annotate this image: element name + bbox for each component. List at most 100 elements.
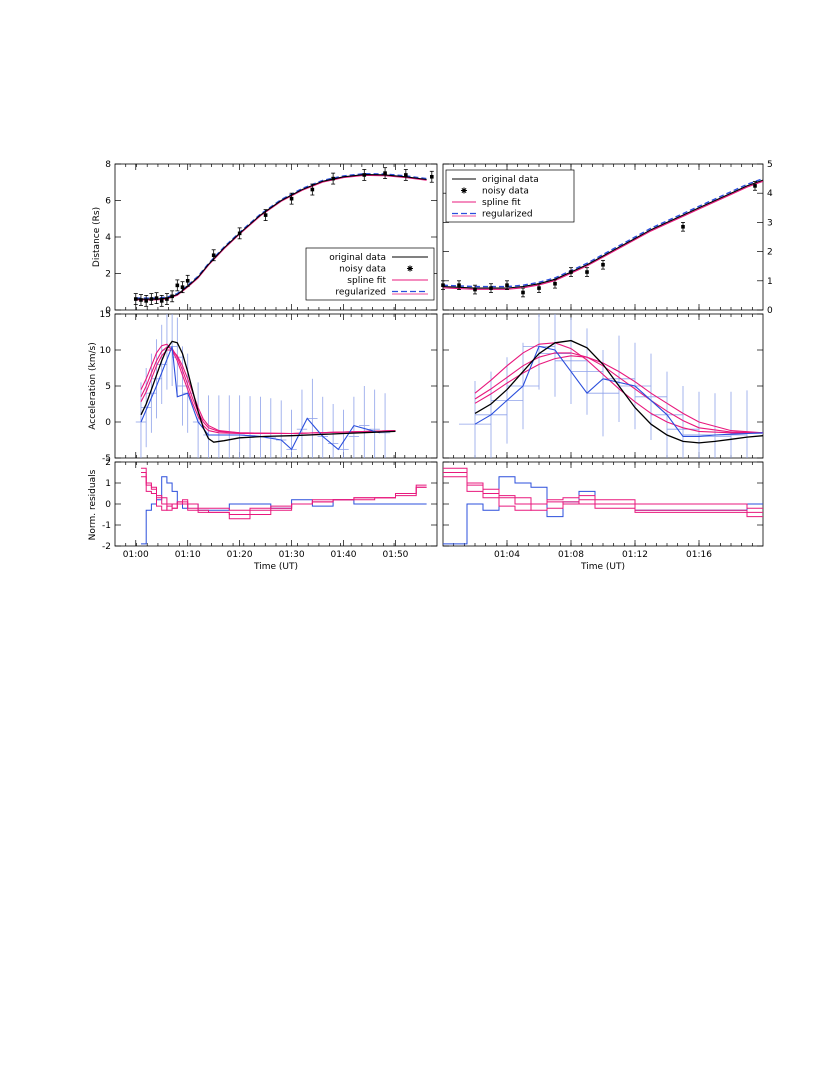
left-distance-noisy-point <box>289 196 294 201</box>
right-distance-noisy-point <box>569 270 573 274</box>
x-axis-label-right: Time (UT) <box>580 562 625 572</box>
left-residuals-ytick-label: 1 <box>105 479 111 489</box>
left-distance-noisy-point <box>331 176 335 181</box>
right-residuals-xtick-label: 01:04 <box>494 550 520 560</box>
right-distance-legend-star <box>461 187 467 194</box>
y-axis-label-distance: Distance (Rs) <box>92 207 102 267</box>
left-distance-noisy-point <box>139 298 143 302</box>
right-distance-legend-label: noisy data <box>482 187 529 197</box>
left-distance-legend-label: regularized <box>335 288 386 298</box>
left-distance-noisy-point <box>170 294 174 299</box>
left-distance-noisy-point <box>149 297 154 301</box>
left-distance-noisy-point <box>237 231 242 236</box>
right-distance-noisy-point <box>681 224 685 229</box>
right-distance-ytick-label: 4 <box>767 189 773 199</box>
left-acceleration-spline-curve <box>140 343 396 435</box>
right-distance-regularized-line <box>443 177 763 288</box>
left-distance-legend-star <box>407 265 413 272</box>
left-acceleration-spline-curve <box>140 349 396 435</box>
right-distance-legend-label: original data <box>482 175 539 185</box>
left-acceleration-ytick-label: 10 <box>100 346 112 356</box>
left-acceleration-ytick-label: -5 <box>102 454 111 464</box>
right-residuals-xtick-label: 01:08 <box>558 550 584 560</box>
left-distance-noisy-point <box>180 285 185 289</box>
right-distance-noisy-point <box>505 283 509 287</box>
left-acceleration-ytick-label: 5 <box>105 382 111 392</box>
left-residuals-ytick-label: 2 <box>105 458 111 468</box>
left-distance-legend-label: original data <box>329 253 386 263</box>
left-distance-noisy-point <box>310 187 315 192</box>
left-distance-ytick-label: 2 <box>105 270 111 280</box>
right-acceleration-spline-curve <box>474 352 763 434</box>
right-distance-noisy-point <box>521 290 525 295</box>
right-residuals-residual-step-pink <box>443 476 763 513</box>
x-axis-label-left: Time (UT) <box>253 562 298 572</box>
right-distance-legend-label: spline fit <box>482 198 521 208</box>
left-residuals-panel: -2 -1 0 1 2 01:00 01:10 01:20 01:30 01:40 01:50 <box>102 458 438 560</box>
right-distance-noisy-point <box>457 283 461 287</box>
left-distance-noisy-point <box>211 253 216 258</box>
left-distance-noisy-point <box>133 297 138 301</box>
left-residuals-xtick-label: 01:30 <box>279 550 305 560</box>
left-distance-noisy-point <box>144 299 148 303</box>
y-axis-label-acceleration: Acceleration (km/s) <box>88 342 98 430</box>
left-distance-noisy-point <box>383 171 387 175</box>
left-distance-ytick-label: 6 <box>105 197 111 207</box>
right-acceleration-original-line <box>474 339 763 444</box>
left-distance-legend-label: spline fit <box>347 276 386 286</box>
left-acceleration-regularized-line <box>140 346 381 451</box>
right-distance-noisy-point <box>601 262 605 267</box>
left-distance-noisy-point <box>430 174 434 179</box>
right-distance-ytick-label: 1 <box>767 277 773 287</box>
right-distance-noisy-point <box>753 184 757 188</box>
right-distance-ytick-label: 5 <box>767 160 773 170</box>
right-acceleration-spline-curve <box>474 355 763 434</box>
y-axis-label-residuals: Norm. residuals <box>88 469 98 540</box>
right-residuals-residual-step-pink <box>443 467 763 518</box>
left-residuals-xtick-label: 01:40 <box>331 550 357 560</box>
left-distance-noisy-point <box>154 296 159 300</box>
right-distance-ytick-label: 3 <box>767 218 773 228</box>
right-distance-ytick-label: 2 <box>767 248 773 258</box>
right-acceleration-regularized-line <box>474 345 763 437</box>
left-acceleration-original-line <box>140 340 396 443</box>
left-residuals-residual-step-pink <box>141 467 427 520</box>
left-distance-ytick-label: 8 <box>105 160 111 170</box>
left-residuals-xtick-label: 01:50 <box>382 550 408 560</box>
left-residuals-ytick-label: -2 <box>102 542 111 552</box>
right-residuals-residual-step-pink <box>443 472 763 511</box>
left-distance-noisy-point <box>165 297 169 301</box>
left-distance-noisy-point <box>175 283 180 288</box>
left-acceleration-ytick-label: 0 <box>105 418 111 428</box>
left-distance-legend-label: noisy data <box>339 265 386 275</box>
left-distance-noisy-point <box>159 299 164 303</box>
left-residuals-residual-step-pink <box>141 476 427 515</box>
right-residuals-xtick-label: 01:16 <box>686 550 712 560</box>
left-residuals-residual-step-pink <box>141 472 427 511</box>
left-residuals-xtick-label: 01:10 <box>175 550 201 560</box>
right-distance-noisy-point <box>585 270 589 274</box>
left-distance-noisy-point <box>263 213 268 217</box>
left-residuals-ytick-label: -1 <box>102 521 111 531</box>
right-distance-original-line <box>443 179 763 289</box>
right-residuals-xtick-label: 01:12 <box>622 550 648 560</box>
left-residuals-xtick-label: 01:20 <box>227 550 253 560</box>
left-acceleration-ytick-label: 15 <box>100 310 111 320</box>
right-acceleration-panel <box>442 313 764 459</box>
left-residuals-ytick-label: 0 <box>105 500 111 510</box>
left-acceleration-panel: -5 0 5 10 15 <box>100 310 438 464</box>
right-distance-legend-label: regularized <box>482 210 533 220</box>
right-distance-noisy-point <box>553 281 557 286</box>
right-distance-ytick-label: 0 <box>767 306 773 316</box>
right-distance-noisy-point <box>473 287 477 292</box>
left-distance-noisy-point <box>404 173 408 177</box>
right-acceleration-spline-curve <box>474 342 763 434</box>
left-distance-noisy-point <box>362 173 367 177</box>
left-residuals-xtick-label: 01:00 <box>123 550 149 560</box>
left-distance-ytick-label: 4 <box>105 233 111 243</box>
right-distance-noisy-point <box>441 283 445 287</box>
left-distance-noisy-point <box>185 279 190 283</box>
